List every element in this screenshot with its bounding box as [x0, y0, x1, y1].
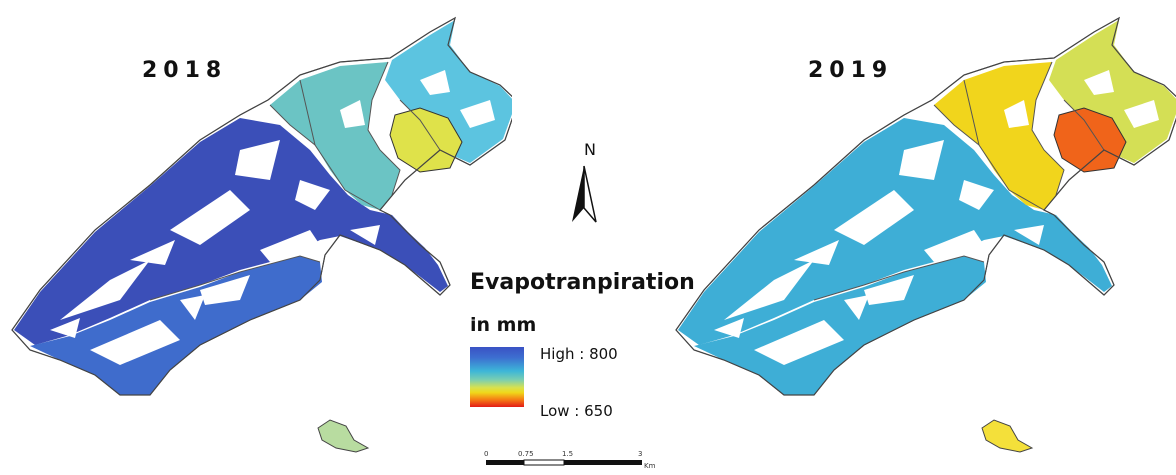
non-vegetated-area [200, 275, 250, 305]
subdistrict-border [367, 61, 401, 196]
scale-tick-0: 0 [484, 450, 488, 458]
non-vegetated-area [724, 260, 814, 320]
subdistrict-border [399, 99, 441, 151]
scale-tick-3: 3 [638, 450, 642, 458]
legend-high-label: High : 800 [540, 345, 618, 363]
non-vegetated-area [295, 180, 330, 210]
non-vegetated-area [50, 318, 80, 338]
district-boundary [11, 16, 512, 396]
legend-low-label: Low : 650 [540, 402, 613, 420]
subdistrict-border [149, 255, 321, 301]
non-vegetated-area [1124, 100, 1159, 128]
zone-islet [981, 419, 1034, 453]
subdistrict-border [963, 79, 1045, 211]
map-2019 [675, 16, 1176, 453]
zone-central [934, 62, 1064, 210]
non-vegetated-area [130, 240, 175, 265]
non-vegetated-area [864, 275, 914, 305]
non-vegetated-area [170, 190, 250, 245]
zone-core [389, 107, 463, 173]
legend-unit: in mm [470, 314, 537, 336]
non-vegetated-area [959, 180, 994, 210]
subdistrict-border [1031, 61, 1065, 196]
non-vegetated-area [1004, 100, 1029, 128]
subdistrict-border [933, 104, 980, 146]
scale-unit: Km [644, 462, 656, 470]
non-vegetated-area [714, 318, 744, 338]
subdistrict-border [299, 79, 381, 211]
scale-tick-2: 1.5 [562, 450, 573, 458]
subdistrict-border [813, 255, 985, 301]
non-vegetated-area [420, 70, 450, 95]
scale-bar: 0 0.75 1.5 3 Km [484, 450, 656, 470]
non-vegetated-area [1084, 70, 1114, 95]
map-2018 [11, 16, 512, 453]
non-vegetated-area [460, 100, 495, 128]
subdistrict-border [1063, 99, 1105, 151]
non-vegetated-area [924, 230, 984, 262]
non-vegetated-area [844, 295, 869, 320]
north-arrow-label: N [584, 140, 596, 159]
north-arrow-icon [572, 165, 597, 223]
legend-color-ramp [470, 347, 524, 407]
non-vegetated-area [754, 320, 844, 365]
map-year-2018: 2018 [142, 58, 228, 83]
non-vegetated-area [794, 240, 839, 265]
zone-core [1053, 107, 1127, 173]
zone-islet [317, 419, 370, 453]
zone-southwest [694, 256, 986, 395]
map-year-2019: 2019 [808, 58, 894, 83]
non-vegetated-area [90, 320, 180, 365]
non-vegetated-area [1014, 225, 1044, 245]
non-vegetated-area [899, 140, 944, 180]
non-vegetated-area [235, 140, 280, 180]
scale-tick-1: 0.75 [518, 450, 534, 458]
non-vegetated-area [340, 100, 365, 128]
non-vegetated-area [180, 295, 205, 320]
zone-southwest [30, 256, 322, 395]
non-vegetated-area [350, 225, 380, 245]
non-vegetated-area [260, 230, 320, 262]
district-boundary [675, 16, 1176, 396]
legend-title: Evapotranpiration [470, 270, 695, 295]
subdistrict-border [269, 104, 316, 146]
zone-central [270, 62, 400, 210]
non-vegetated-area [60, 260, 150, 320]
non-vegetated-area [834, 190, 914, 245]
